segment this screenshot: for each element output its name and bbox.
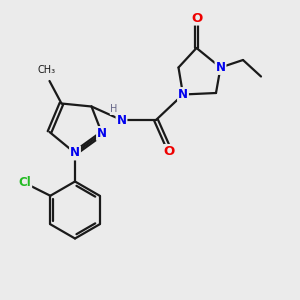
- Text: N: N: [116, 113, 127, 127]
- Text: Cl: Cl: [18, 176, 31, 189]
- Text: N: N: [178, 88, 188, 101]
- Text: N: N: [70, 146, 80, 160]
- Text: O: O: [164, 145, 175, 158]
- Text: CH₃: CH₃: [38, 65, 56, 75]
- Text: O: O: [191, 11, 202, 25]
- Text: N: N: [215, 61, 226, 74]
- Text: N: N: [97, 127, 107, 140]
- Text: H: H: [110, 104, 118, 115]
